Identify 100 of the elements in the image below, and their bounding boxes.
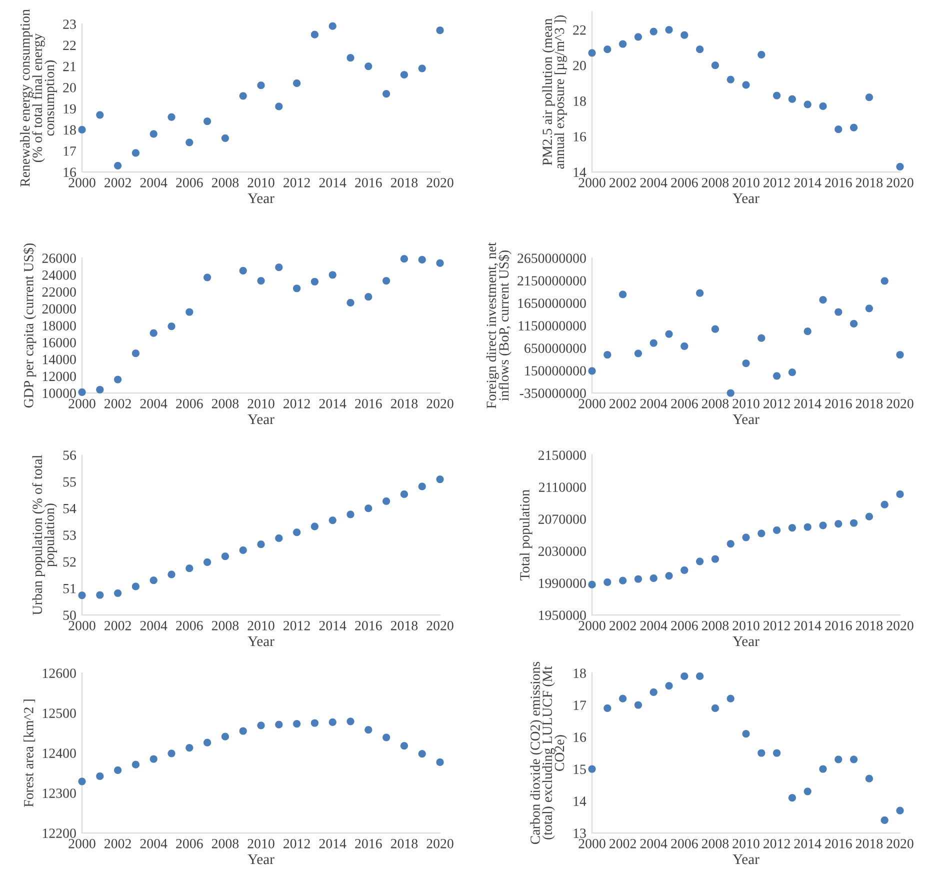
y-tick-label: 20 <box>573 60 586 70</box>
y-tick-label: 20 <box>63 83 76 92</box>
point <box>382 734 390 742</box>
point <box>150 755 158 763</box>
point <box>203 274 212 282</box>
x-tick-label: 2014 <box>319 178 346 188</box>
point <box>588 580 596 588</box>
x-tick-label: 2008 <box>212 620 239 630</box>
x-tick-label: 2010 <box>732 838 760 848</box>
point <box>618 576 627 584</box>
point <box>400 490 408 498</box>
x-tick-label: 2010 <box>248 178 274 188</box>
point <box>834 756 842 764</box>
point <box>880 816 888 824</box>
point <box>78 388 86 396</box>
x-tick-label: 2000 <box>578 178 606 188</box>
point <box>726 76 734 84</box>
x-tick-label: 2010 <box>248 838 274 848</box>
x-tick-label: 2020 <box>886 838 914 848</box>
point <box>400 255 408 263</box>
point <box>257 276 265 285</box>
x-tick-label: 2012 <box>764 178 790 188</box>
x-tick-label: 2018 <box>856 620 883 630</box>
point <box>436 758 444 766</box>
point <box>604 350 612 359</box>
x-tick-label: 2008 <box>212 178 239 188</box>
y-tick-label: 22 <box>63 40 76 50</box>
y-tick-label: 1990000 <box>539 578 586 588</box>
x-tick-label: 2018 <box>390 838 418 848</box>
point <box>742 730 750 738</box>
x-tick-label: 2002 <box>104 838 131 848</box>
point <box>186 138 194 146</box>
point <box>328 271 336 279</box>
x-tick-label: 2002 <box>104 398 131 408</box>
x-tick-label: 2020 <box>426 620 454 630</box>
x-tick-label: 2020 <box>426 838 454 848</box>
y-tick-label: 18 <box>64 125 76 135</box>
x-tick-label: 2020 <box>426 398 454 408</box>
point <box>418 482 426 490</box>
x-tick-label: 2014 <box>319 620 346 630</box>
point <box>850 124 858 132</box>
x-tick-label: 2018 <box>856 838 883 848</box>
y-tick-label: 16000 <box>42 338 76 348</box>
point <box>696 46 704 54</box>
x-tick-label: 2010 <box>732 620 760 630</box>
y-tick-label: 1150000000 <box>518 321 586 330</box>
point <box>604 578 612 586</box>
point <box>880 500 888 508</box>
point <box>239 266 247 274</box>
x-tick-label: 2018 <box>390 620 418 630</box>
x-tick-label: 2016 <box>825 178 852 188</box>
point <box>618 694 627 702</box>
point <box>634 575 642 583</box>
point <box>186 744 194 752</box>
y-axis-title: Foreign direct investment, net inflows (BoP, current US$) <box>486 242 512 408</box>
y-tick-label: 12200 <box>42 828 76 838</box>
point <box>742 534 750 542</box>
point <box>275 720 283 728</box>
x-tick-label: 2014 <box>794 620 822 630</box>
y-axis-title: GDP per capita (current US$) <box>23 243 36 408</box>
y-tick-label: 56 <box>63 450 76 460</box>
point <box>680 672 688 680</box>
point <box>221 732 230 740</box>
point <box>150 576 158 584</box>
point <box>696 672 704 680</box>
point <box>364 726 372 734</box>
point <box>680 566 688 574</box>
point <box>364 293 372 301</box>
y-tick-label: 53 <box>63 530 76 540</box>
point <box>896 490 904 498</box>
point <box>382 90 390 98</box>
x-tick-label: 2002 <box>610 620 636 630</box>
point <box>711 62 720 70</box>
point <box>346 510 354 518</box>
y-tick-label: 18000 <box>42 321 76 330</box>
x-tick-label: 2008 <box>702 838 729 848</box>
x-tick-label: 2012 <box>284 838 310 848</box>
point <box>772 372 781 380</box>
point <box>650 688 658 696</box>
x-tick-label: 2008 <box>702 178 729 188</box>
x-axis-title: Year <box>732 854 760 864</box>
y-axis-title: Urban population (% of total population) <box>32 455 57 615</box>
x-tick-label: 2004 <box>140 178 168 188</box>
y-tick-label: -350000000 <box>520 388 586 398</box>
x-tick-label: 2014 <box>794 178 822 188</box>
x-tick-label: 2016 <box>355 620 382 630</box>
y-tick-label: 19 <box>64 104 76 114</box>
y-tick-label: 2150000000 <box>518 276 586 286</box>
y-tick-label: 15 <box>574 764 586 774</box>
y-tick-label: 2650000000 <box>518 254 586 263</box>
point <box>186 308 194 316</box>
y-tick-label: 650000000 <box>524 344 586 353</box>
x-tick-label: 2008 <box>702 398 729 408</box>
point <box>275 534 283 542</box>
x-tick-label: 2016 <box>355 838 382 848</box>
x-tick-label: 2010 <box>732 178 760 188</box>
x-tick-label: 2016 <box>355 398 382 408</box>
y-tick-label: 55 <box>63 477 76 487</box>
point <box>865 774 874 782</box>
point <box>203 117 212 126</box>
